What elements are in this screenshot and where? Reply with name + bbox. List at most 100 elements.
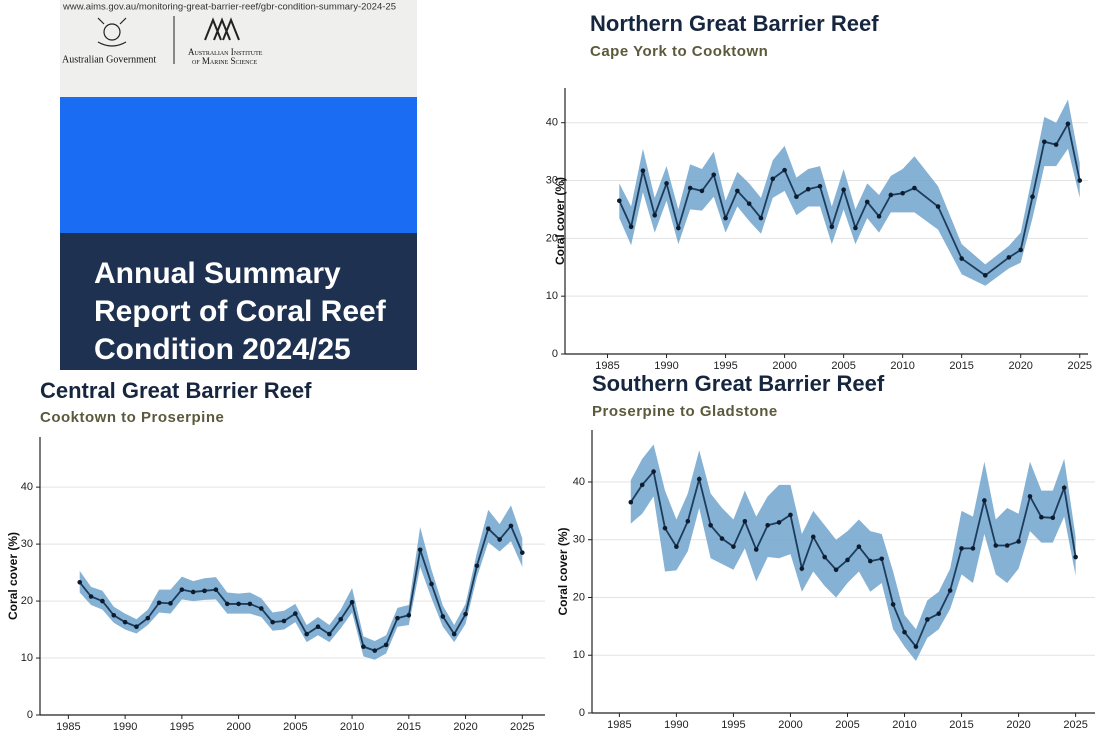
data-point bbox=[395, 615, 400, 621]
data-point bbox=[628, 224, 634, 230]
data-point bbox=[841, 187, 846, 193]
chart-subtitle: Cape York to Cooktown bbox=[590, 43, 768, 60]
data-point bbox=[708, 522, 713, 528]
y-axis-label: Coral cover (%) bbox=[553, 177, 567, 265]
data-point bbox=[879, 556, 885, 562]
x-tick-label: 1995 bbox=[713, 360, 737, 372]
cover-title-panel bbox=[60, 233, 417, 370]
report-cover: www.aims.gov.au/monitoring-great-barrier… bbox=[60, 0, 417, 370]
data-point bbox=[853, 225, 858, 231]
data-point bbox=[856, 544, 862, 549]
data-point bbox=[788, 512, 793, 518]
x-tick-label: 2025 bbox=[1067, 360, 1091, 372]
data-point bbox=[1065, 121, 1071, 127]
data-point bbox=[247, 601, 253, 607]
x-tick-label: 2005 bbox=[835, 719, 859, 730]
x-tick-label: 2020 bbox=[453, 721, 477, 730]
data-point bbox=[765, 522, 770, 528]
data-point bbox=[361, 644, 366, 649]
data-point bbox=[258, 606, 264, 611]
data-point bbox=[190, 589, 196, 595]
data-point bbox=[1077, 178, 1083, 183]
data-point bbox=[1073, 554, 1078, 560]
data-point bbox=[1006, 255, 1012, 260]
data-point bbox=[770, 176, 776, 182]
y-tick-label: 0 bbox=[552, 348, 558, 360]
y-tick-label: 10 bbox=[546, 290, 558, 302]
data-point bbox=[817, 184, 823, 189]
trend-line bbox=[618, 121, 1081, 277]
data-point bbox=[349, 599, 355, 605]
chart-subtitle: Proserpine to Gladstone bbox=[592, 403, 778, 420]
data-point bbox=[1042, 139, 1047, 145]
data-point bbox=[676, 225, 681, 231]
government-name: Australian Government bbox=[62, 54, 156, 65]
x-tick-label: 2000 bbox=[772, 360, 796, 372]
y-tick-label: 10 bbox=[573, 649, 585, 661]
data-point bbox=[959, 546, 964, 551]
data-point bbox=[735, 188, 740, 194]
data-point bbox=[451, 631, 457, 637]
y-axis-label: Coral cover (%) bbox=[6, 532, 20, 620]
data-point bbox=[463, 611, 468, 617]
data-point bbox=[753, 547, 759, 552]
institute-name: of Marine Science bbox=[192, 56, 258, 66]
data-point bbox=[111, 613, 117, 618]
trend-line bbox=[79, 524, 524, 652]
x-tick-label: 2010 bbox=[892, 719, 916, 730]
data-point bbox=[696, 476, 702, 482]
y-tick-label: 30 bbox=[546, 174, 558, 186]
x-tick-label: 2015 bbox=[949, 719, 973, 730]
data-point bbox=[833, 567, 839, 573]
data-point bbox=[383, 642, 389, 648]
data-point bbox=[662, 525, 668, 531]
x-tick-label: 2020 bbox=[1006, 719, 1030, 730]
data-point bbox=[845, 557, 850, 563]
data-point bbox=[900, 190, 905, 196]
data-point bbox=[122, 619, 128, 625]
x-tick-label: 1995 bbox=[721, 719, 745, 730]
x-tick-label: 2015 bbox=[397, 721, 421, 730]
data-point bbox=[829, 224, 835, 230]
data-point bbox=[270, 619, 275, 625]
cover-title: Annual Summary bbox=[94, 257, 341, 290]
x-tick-label: 1990 bbox=[654, 360, 678, 372]
data-point bbox=[776, 520, 782, 525]
y-tick-label: 0 bbox=[27, 709, 33, 721]
data-point bbox=[822, 554, 827, 560]
trend-line bbox=[630, 469, 1077, 649]
data-point bbox=[1016, 539, 1021, 544]
data-point bbox=[304, 631, 309, 637]
data-point bbox=[134, 624, 139, 630]
x-tick-label: 2010 bbox=[340, 721, 364, 730]
data-point bbox=[758, 215, 764, 221]
data-point bbox=[925, 617, 930, 622]
x-tick-label: 2005 bbox=[831, 360, 855, 372]
data-point bbox=[1030, 194, 1035, 200]
x-tick-label: 2015 bbox=[949, 360, 973, 372]
y-tick-label: 20 bbox=[546, 232, 558, 244]
x-tick-label: 2005 bbox=[283, 721, 307, 730]
data-point bbox=[440, 614, 446, 619]
chart: 0 10 20 30 40 1985 1990 1995 2000 2005 2010 2015 202… bbox=[6, 378, 545, 733]
data-point bbox=[947, 588, 953, 593]
data-point bbox=[100, 598, 105, 604]
data-point bbox=[406, 613, 412, 618]
data-point bbox=[711, 172, 717, 178]
data-point bbox=[699, 188, 705, 194]
data-point bbox=[417, 547, 423, 553]
data-point bbox=[936, 611, 942, 616]
data-point bbox=[1050, 515, 1056, 521]
data-point bbox=[202, 588, 207, 594]
y-tick-label: 30 bbox=[21, 538, 33, 550]
x-tick-label: 1985 bbox=[607, 719, 631, 730]
data-point bbox=[88, 594, 94, 599]
data-point bbox=[982, 498, 987, 503]
y-tick-label: 30 bbox=[573, 534, 585, 546]
y-tick-label: 20 bbox=[21, 595, 33, 607]
data-point bbox=[993, 543, 999, 548]
data-point bbox=[805, 186, 811, 192]
data-point bbox=[876, 214, 882, 219]
x-tick-label: 2025 bbox=[1063, 719, 1087, 730]
